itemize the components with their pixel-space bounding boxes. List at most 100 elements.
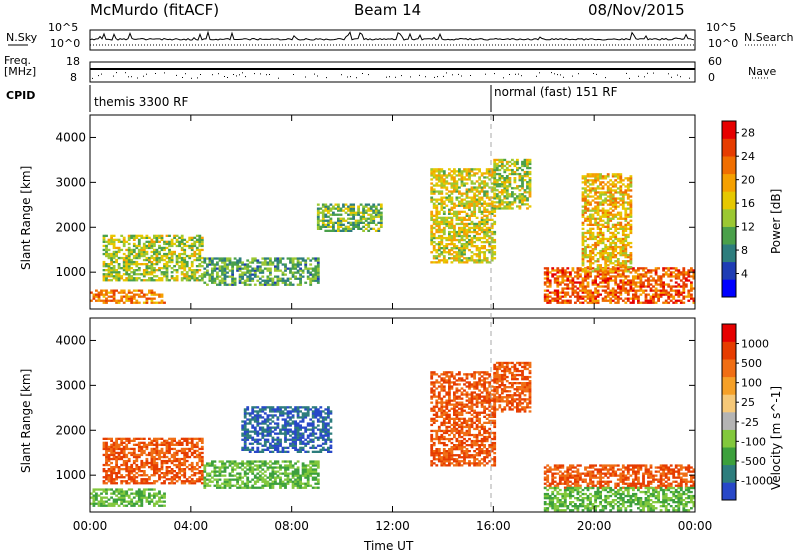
heatmap-cell bbox=[523, 195, 527, 198]
heatmap-cell bbox=[606, 191, 610, 194]
heatmap-cell bbox=[110, 279, 113, 282]
heatmap-cell bbox=[246, 486, 250, 489]
heatmap-cell bbox=[563, 295, 567, 298]
heatmap-cell bbox=[165, 269, 169, 272]
heatmap-cell bbox=[125, 474, 129, 477]
heatmap-cell bbox=[231, 460, 234, 463]
heatmap-cell bbox=[211, 464, 214, 467]
heatmap-cell bbox=[674, 273, 678, 276]
heatmap-cell bbox=[155, 470, 159, 473]
heatmap-cell bbox=[321, 217, 325, 220]
heatmap-cell bbox=[591, 187, 595, 190]
heatmap-cell bbox=[624, 254, 628, 257]
heatmap-cell bbox=[243, 422, 247, 425]
heatmap-cell bbox=[334, 221, 338, 224]
heatmap-cell bbox=[372, 205, 376, 208]
heatmap-cell bbox=[112, 291, 116, 294]
heatmap-cell bbox=[140, 480, 144, 483]
heatmap-cell bbox=[453, 172, 456, 175]
heatmap-cell bbox=[440, 238, 444, 242]
heatmap-cell bbox=[611, 299, 615, 302]
heatmap-cell bbox=[669, 285, 673, 288]
heatmap-cell bbox=[468, 208, 471, 211]
heatmap-cell bbox=[289, 472, 292, 475]
nave-point bbox=[314, 73, 315, 75]
heatmap-cell bbox=[584, 207, 587, 210]
heatmap-cell bbox=[276, 275, 280, 278]
heatmap-cell bbox=[377, 203, 381, 206]
heatmap-cell bbox=[470, 204, 474, 207]
heatmap-cell bbox=[614, 281, 618, 284]
heatmap-cell bbox=[679, 285, 683, 288]
heatmap-cell bbox=[173, 437, 176, 440]
heatmap-cell bbox=[616, 217, 620, 220]
heatmap-cell bbox=[488, 228, 492, 232]
heatmap-cell bbox=[198, 480, 202, 483]
heatmap-cell bbox=[465, 232, 469, 236]
heatmap-cell bbox=[135, 463, 139, 467]
heatmap-cell bbox=[591, 252, 595, 255]
heatmap-cell bbox=[115, 269, 118, 272]
heatmap-cell bbox=[95, 498, 98, 501]
heatmap-cell bbox=[274, 482, 277, 485]
heatmap-cell bbox=[236, 472, 239, 475]
heatmap-cell bbox=[102, 447, 106, 451]
heatmap-cell bbox=[521, 183, 524, 186]
heatmap-cell bbox=[258, 460, 262, 463]
heatmap-cell bbox=[430, 210, 434, 213]
heatmap-cell bbox=[130, 301, 134, 304]
heatmap-cell bbox=[195, 478, 199, 481]
heatmap-cell bbox=[279, 476, 282, 479]
heatmap-cell bbox=[526, 175, 529, 178]
heatmap-cell bbox=[269, 277, 272, 280]
heatmap-cell bbox=[505, 205, 509, 208]
heatmap-cell bbox=[662, 293, 665, 296]
cpid-mode-1: themis 3300 RF bbox=[94, 95, 189, 109]
heatmap-cell bbox=[521, 201, 524, 204]
heatmap-cell bbox=[246, 283, 250, 286]
heatmap-cell bbox=[490, 196, 494, 199]
nave-point bbox=[629, 77, 630, 79]
heatmap-cell bbox=[130, 260, 134, 264]
heatmap-cell bbox=[632, 301, 635, 304]
heatmap-cell bbox=[503, 197, 507, 200]
heatmap-cell bbox=[614, 241, 618, 245]
heatmap-cell bbox=[140, 502, 144, 505]
heatmap-cell bbox=[561, 271, 565, 274]
heatmap-cell bbox=[142, 445, 146, 449]
heatmap-cell bbox=[684, 271, 688, 274]
heatmap-cell bbox=[170, 240, 174, 243]
heatmap-cell bbox=[269, 476, 272, 479]
heatmap-cell bbox=[216, 261, 219, 264]
heatmap-cell bbox=[339, 213, 343, 216]
heatmap-cell bbox=[339, 223, 343, 226]
heatmap-cell bbox=[329, 209, 333, 212]
heatmap-cell bbox=[319, 211, 323, 214]
heatmap-cell bbox=[458, 251, 461, 254]
heatmap-cell bbox=[135, 263, 139, 266]
heatmap-cell bbox=[251, 486, 255, 489]
heatmap-cell bbox=[168, 447, 171, 451]
heatmap-cell bbox=[102, 496, 106, 499]
heatmap-cell bbox=[206, 263, 209, 266]
heatmap-cell bbox=[614, 229, 618, 232]
heatmap-cell bbox=[155, 256, 159, 260]
heatmap-cell bbox=[160, 449, 164, 453]
heatmap-cell bbox=[624, 260, 628, 263]
heatmap-cell bbox=[284, 460, 287, 463]
heatmap-cell bbox=[599, 249, 602, 253]
heatmap-cell bbox=[299, 273, 302, 276]
heatmap-cell bbox=[107, 463, 111, 467]
heatmap-cell bbox=[137, 482, 141, 485]
heatmap-cell bbox=[100, 293, 103, 296]
heatmap-cell bbox=[654, 281, 658, 284]
heatmap-cell bbox=[180, 447, 184, 451]
heatmap-cell bbox=[137, 248, 141, 252]
heatmap-cell bbox=[637, 289, 640, 292]
heatmap-cell bbox=[493, 247, 497, 250]
heatmap-cell bbox=[218, 486, 222, 489]
heatmap-cell bbox=[208, 484, 212, 487]
heatmap-cell bbox=[158, 437, 161, 440]
heatmap-cell bbox=[127, 248, 131, 252]
